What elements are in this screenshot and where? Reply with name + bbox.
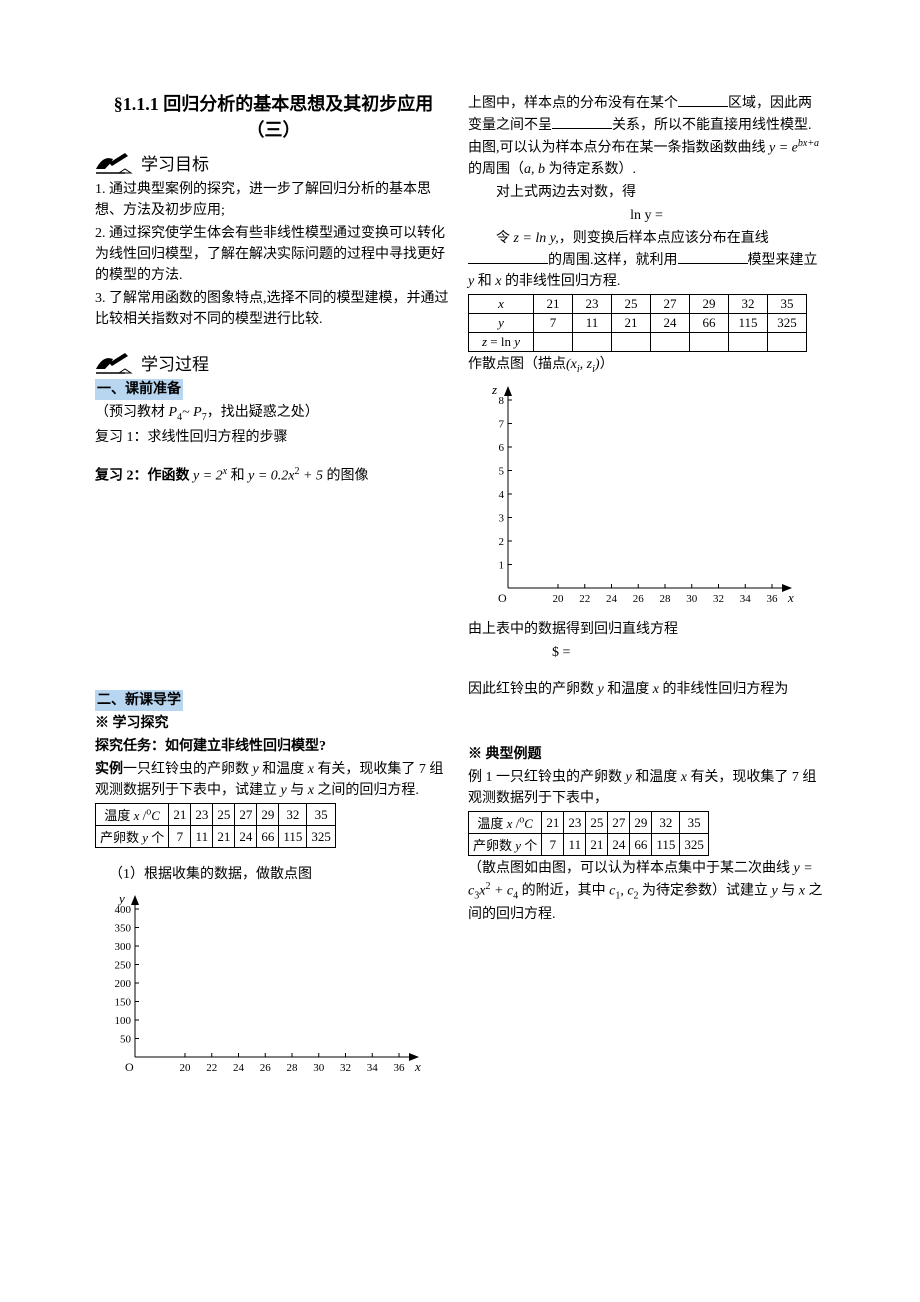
svg-text:150: 150 [115, 997, 132, 1009]
explore-task: 探究任务：如何建立非线性回归模型? [95, 736, 452, 757]
svg-text:34: 34 [740, 593, 752, 605]
r-p3: 令 z = ln y,，则变换后样本点应该分布在直线的周围.这样，就利用模型来建… [468, 228, 825, 292]
svg-text:250: 250 [115, 960, 132, 972]
data-table-2: x21232527293235y711212466115325z = ln y [468, 294, 807, 352]
svg-text:x: x [787, 590, 794, 605]
svg-text:26: 26 [633, 593, 645, 605]
scatter-chart-2: 12345678202224262830323436Ozx [468, 380, 825, 615]
svg-text:26: 26 [260, 1062, 272, 1074]
scatter-caption: 作散点图（描点(xi, zi)） [468, 354, 825, 377]
data-table-3: 温度 x /oC21232527293235产卵数 y 个71121246611… [468, 811, 709, 856]
heading-process-text: 学习过程 [141, 350, 209, 375]
goal-1: 1. 通过典型案例的探究，进一步了解回归分析的基本思想、方法及初步应用; [95, 179, 452, 221]
svg-text:50: 50 [120, 1034, 132, 1046]
svg-text:1: 1 [499, 560, 505, 572]
heading-process: 学习过程 [95, 350, 452, 375]
svg-text:28: 28 [287, 1062, 299, 1074]
svg-text:200: 200 [115, 978, 132, 990]
svg-text:20: 20 [180, 1062, 192, 1074]
svg-text:32: 32 [713, 593, 724, 605]
svg-text:20: 20 [553, 593, 565, 605]
svg-text:22: 22 [206, 1062, 217, 1074]
sub-explore: ※ 学习探究 [95, 713, 452, 734]
prep-label: 一、课前准备 [95, 379, 183, 400]
svg-text:30: 30 [686, 593, 698, 605]
page-title: §1.1.1 回归分析的基本思想及其初步应用（三） [95, 90, 452, 142]
svg-text:6: 6 [499, 442, 505, 454]
fig1-caption: （1）根据收集的数据，做散点图 [95, 864, 452, 885]
svg-text:36: 36 [394, 1062, 406, 1074]
review-1: 复习 1：求线性回归方程的步骤 [95, 427, 452, 448]
svg-text:y: y [117, 891, 125, 906]
svg-text:4: 4 [499, 489, 505, 501]
prep-line: （预习教材 P4~ P7，找出疑惑之处） [95, 402, 452, 425]
review-2: 复习 2：作函数 y = 2x 和 y = 0.2x2 + 5 的图像 [95, 464, 452, 487]
examples-heading: ※ 典型例题 [468, 744, 825, 765]
svg-text:8: 8 [499, 395, 505, 407]
svg-text:28: 28 [660, 593, 672, 605]
svg-text:O: O [125, 1060, 134, 1074]
r-p1: 上图中，样本点的分布没有在某个区域，因此两变量之间不呈关系，所以不能直接用线性模… [468, 92, 825, 180]
svg-text:24: 24 [606, 593, 618, 605]
goal-2: 2. 通过探究使学生体会有些非线性模型通过变换可以转化为线性回归模型，了解在解决… [95, 223, 452, 286]
svg-text:350: 350 [115, 923, 132, 935]
scatter-chart-1: 5010015020025030035040020222426283032343… [95, 889, 452, 1084]
svg-text:24: 24 [233, 1062, 245, 1074]
r-p2: 对上式两边去对数，得 [468, 182, 825, 203]
svg-text:32: 32 [340, 1062, 351, 1074]
svg-text:z: z [491, 382, 497, 397]
svg-text:100: 100 [115, 1015, 132, 1027]
section2-label: 二、新课导学 [95, 690, 183, 711]
eq-lny: ln y = [468, 205, 825, 226]
after-c2-l1: 由上表中的数据得到回归直线方程 [468, 619, 825, 640]
hand-pen-icon [95, 151, 137, 175]
svg-text:36: 36 [767, 593, 779, 605]
data-table-1: 温度 x /oC21232527293235产卵数 y 个71121246611… [95, 803, 336, 848]
after-c2-l2: 因此红铃虫的产卵数 y 和温度 x 的非线性回归方程为 [468, 679, 825, 700]
svg-text:34: 34 [367, 1062, 379, 1074]
svg-text:7: 7 [499, 419, 505, 431]
hand-pen-icon [95, 351, 137, 375]
heading-goal-text: 学习目标 [141, 150, 209, 175]
svg-text:30: 30 [313, 1062, 325, 1074]
heading-goal: 学习目标 [95, 150, 452, 175]
ex1-text: 例 1 一只红铃虫的产卵数 y 和温度 x 有关，现收集了 7 组观测数据列于下… [468, 767, 825, 809]
svg-text:x: x [414, 1059, 421, 1074]
after-t3: （散点图如由图，可以认为样本点集中于某二次曲线 y = c3x2 + c4 的附… [468, 858, 825, 924]
svg-text:3: 3 [499, 513, 505, 525]
svg-text:O: O [498, 591, 507, 605]
svg-text:300: 300 [115, 941, 132, 953]
svg-text:22: 22 [579, 593, 590, 605]
example-text: 实例一只红铃虫的产卵数 y 和温度 x 有关，现收集了 7 组观测数据列于下表中… [95, 759, 452, 801]
eq-hat: $ = [468, 642, 825, 663]
goal-3: 3. 了解常用函数的图象特点,选择不同的模型建模，并通过比较相关指数对不同的模型… [95, 288, 452, 330]
svg-text:2: 2 [499, 536, 505, 548]
svg-text:5: 5 [499, 466, 505, 478]
